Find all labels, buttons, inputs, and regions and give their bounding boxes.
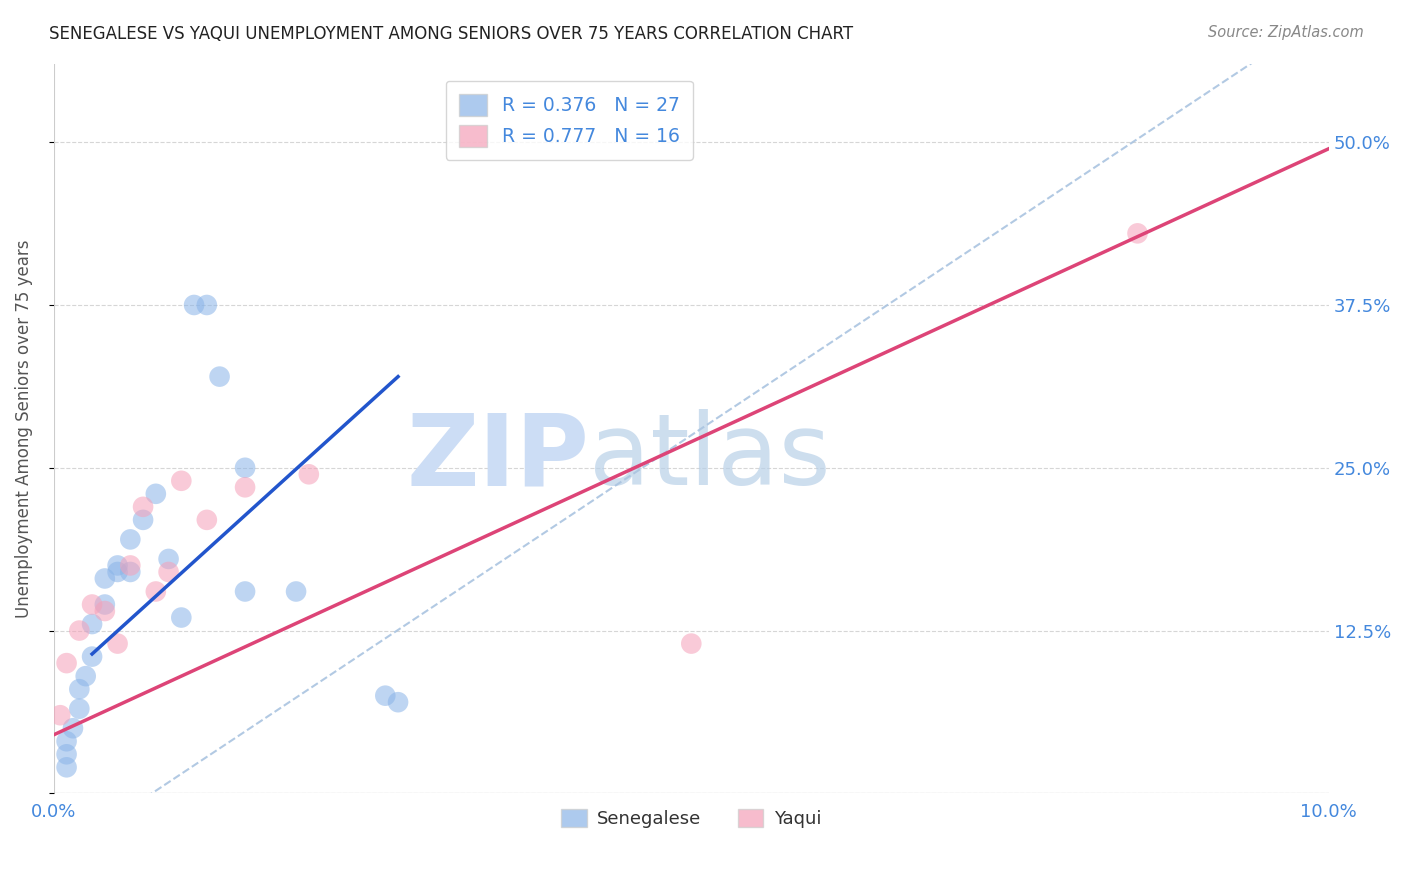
Point (120, 558, 142, 573)
Point (67, 682, 90, 697)
Point (94, 604, 117, 618)
Point (195, 513, 218, 527)
Point (107, 565, 129, 579)
Point (80, 649, 103, 664)
Point (183, 298, 205, 312)
Point (67, 624, 90, 638)
Point (120, 533, 142, 547)
Point (208, 369, 231, 384)
Point (170, 474, 193, 488)
Point (157, 565, 180, 579)
Point (94, 572, 117, 586)
Text: SENEGALESE VS YAQUI UNEMPLOYMENT AMONG SENIORS OVER 75 YEARS CORRELATION CHART: SENEGALESE VS YAQUI UNEMPLOYMENT AMONG S… (49, 25, 853, 43)
Point (107, 558, 129, 573)
Point (233, 460, 256, 475)
Point (80, 598, 103, 612)
Point (681, 637, 703, 651)
Text: atlas: atlas (589, 409, 831, 507)
Point (195, 298, 218, 312)
Point (170, 610, 193, 624)
Text: Source: ZipAtlas.com: Source: ZipAtlas.com (1208, 25, 1364, 40)
Point (145, 487, 167, 501)
Point (374, 689, 396, 703)
Text: ZIP: ZIP (406, 409, 589, 507)
Point (120, 565, 142, 579)
Point (387, 695, 409, 709)
Point (285, 584, 308, 599)
Point (80, 617, 103, 632)
Point (55, 760, 77, 774)
Point (67, 702, 90, 716)
Y-axis label: Unemployment Among Seniors over 75 years: Unemployment Among Seniors over 75 years (15, 239, 32, 618)
Point (233, 584, 256, 599)
Point (55, 656, 77, 670)
Point (132, 513, 155, 527)
Point (298, 467, 321, 482)
Point (55, 747, 77, 762)
Point (62, 721, 84, 735)
Point (233, 480, 256, 494)
Point (49, 708, 72, 723)
Point (107, 637, 129, 651)
Point (94, 598, 117, 612)
Point (145, 584, 167, 599)
Point (55, 734, 77, 748)
Point (132, 500, 155, 514)
Legend: Senegalese, Yaqui: Senegalese, Yaqui (554, 802, 828, 836)
Point (1126, 227, 1149, 241)
Point (157, 552, 180, 566)
Point (75, 669, 97, 683)
